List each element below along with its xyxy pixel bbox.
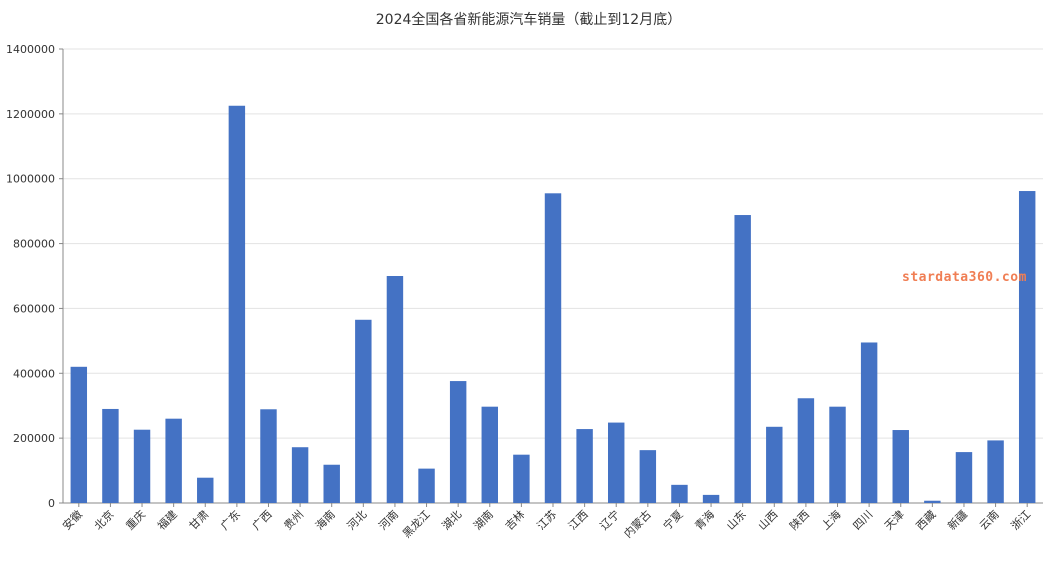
- x-tick-label: 四川: [851, 508, 876, 533]
- x-tick-label: 内蒙古: [621, 507, 654, 540]
- x-tick-label: 广西: [250, 508, 275, 533]
- y-tick-label: 800000: [13, 238, 55, 251]
- bar: [734, 215, 751, 503]
- x-tick-label: 福建: [154, 507, 179, 532]
- y-tick-label: 200000: [13, 432, 55, 445]
- x-tick-label: 青海: [692, 507, 717, 532]
- y-tick-label: 400000: [13, 367, 55, 380]
- bar: [418, 468, 435, 503]
- bar: [544, 193, 562, 504]
- bar: [1018, 191, 1036, 503]
- x-tick-label: 湖南: [471, 508, 496, 533]
- x-tick-label: 江西: [566, 508, 591, 533]
- watermark-text: stardata360.com: [902, 270, 1027, 285]
- bar: [70, 366, 88, 503]
- x-tick-label: 西藏: [914, 508, 939, 533]
- y-tick-label: 1400000: [6, 43, 55, 56]
- bar: [987, 440, 1004, 503]
- x-tick-label: 宁夏: [660, 507, 685, 532]
- bar: [671, 484, 688, 503]
- x-tick-label: 海南: [312, 507, 337, 532]
- x-tick-label: 天津: [882, 508, 907, 533]
- x-tick-label: 安徽: [59, 507, 84, 532]
- bar: [197, 477, 214, 503]
- bar: [323, 464, 340, 503]
- x-tick-label: 贵州: [281, 508, 306, 533]
- y-tick-label: 600000: [13, 302, 55, 315]
- x-tick-label: 广东: [218, 508, 243, 533]
- chart-title: 2024全国各省新能源汽车销量（截止到12月底）: [375, 12, 682, 28]
- x-tick-label: 辽宁: [597, 507, 622, 532]
- x-tick-label: 江苏: [534, 508, 559, 533]
- bar: [449, 381, 467, 503]
- bar: [386, 276, 404, 503]
- x-tick-label: 甘肃: [187, 508, 212, 533]
- bar: [829, 406, 846, 503]
- x-tick-label: 上海: [818, 507, 843, 532]
- bar: [165, 418, 182, 503]
- bars: [70, 105, 1036, 504]
- y-tick-label: 1000000: [6, 173, 55, 186]
- bar: [133, 429, 151, 503]
- x-tick-label: 河北: [345, 508, 370, 533]
- x-tick-label: 新疆: [945, 507, 970, 532]
- bar: [513, 454, 530, 503]
- x-tick-label: 吉林: [502, 507, 527, 532]
- x-tick-label: 重庆: [123, 507, 148, 532]
- bar: [576, 429, 593, 503]
- bar: [860, 342, 878, 503]
- bar: [608, 422, 625, 503]
- bar: [955, 452, 973, 503]
- bar: [639, 450, 657, 503]
- bar: [355, 319, 372, 503]
- bar: [797, 398, 815, 503]
- bar: [102, 408, 119, 503]
- bar: [924, 500, 941, 503]
- x-tick-label: 北京: [91, 507, 116, 532]
- bar: [291, 447, 309, 503]
- bar: [260, 409, 277, 503]
- bar: [892, 430, 909, 503]
- x-tick-label: 山东: [724, 508, 749, 533]
- x-tick-label: 河南: [376, 508, 401, 533]
- x-tick-label: 浙江: [1009, 508, 1034, 533]
- x-tick-label: 陕西: [787, 507, 812, 532]
- bar: [228, 105, 246, 503]
- bar: [766, 426, 783, 503]
- x-tick-label: 黑龙江: [400, 508, 433, 541]
- x-tick-label: 山西: [756, 508, 781, 533]
- y-tick-label: 1200000: [6, 108, 55, 121]
- bar: [481, 406, 498, 503]
- bar: [702, 494, 720, 503]
- x-tick-label: 云南: [977, 508, 1002, 533]
- y-tick-label: 0: [48, 497, 55, 510]
- x-tick-label: 湖北: [440, 508, 465, 533]
